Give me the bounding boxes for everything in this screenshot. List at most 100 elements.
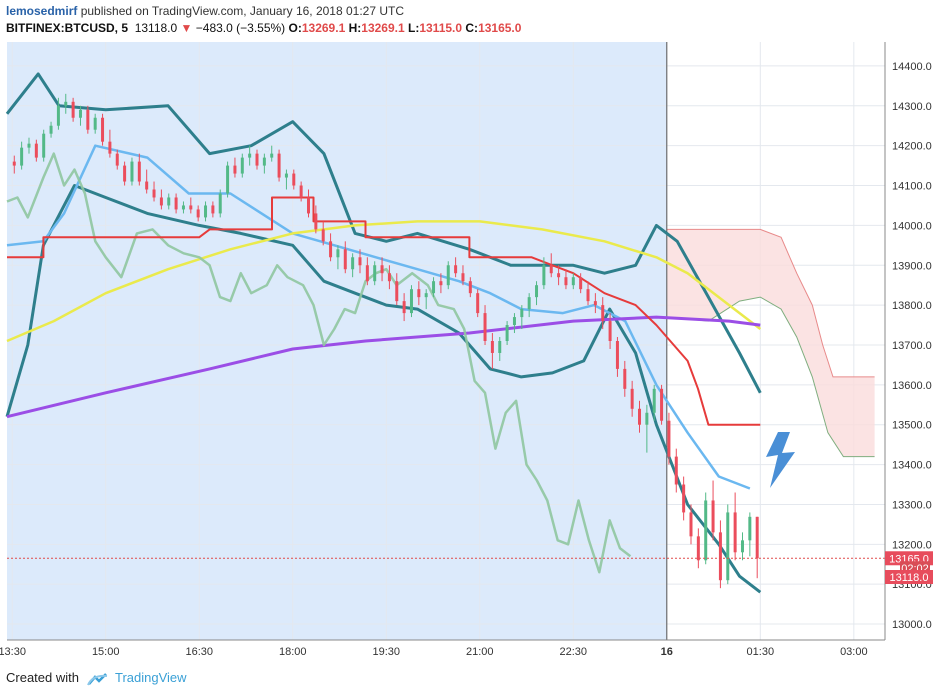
candle-body (476, 293, 480, 314)
candle-body (417, 289, 421, 298)
author-name[interactable]: lemosedmirf (6, 4, 78, 18)
candle-body (733, 512, 737, 553)
high-value: 13269.1 (361, 21, 405, 35)
candle-body (108, 141, 112, 154)
y-tick-label: 13000.0 (892, 619, 932, 631)
candle-body (520, 309, 524, 318)
symbol-label: BITFINEX:BTCUSD, 5 (6, 21, 129, 35)
candle-body (755, 516, 759, 559)
candle-body (93, 117, 97, 130)
candle-body (20, 147, 24, 166)
candle-body (652, 388, 656, 413)
candle-body (358, 257, 362, 266)
low-label: L: (408, 21, 420, 35)
candle-body (645, 412, 649, 425)
candle-body (468, 281, 472, 294)
y-tick-label: 13700.0 (892, 340, 932, 352)
indicator-line-1 (5, 184, 762, 594)
candle-body (454, 265, 458, 274)
candle-body (49, 125, 53, 134)
candle-body (718, 532, 722, 581)
candle-body (535, 285, 539, 298)
x-tick-label: 13:30 (0, 646, 26, 658)
candle-body (284, 173, 288, 178)
candle-body (593, 301, 597, 306)
y-tick-label: 14300.0 (892, 101, 932, 113)
candle-body (395, 281, 399, 302)
x-tick-label: 21:00 (466, 646, 494, 658)
close-label: C: (465, 21, 479, 35)
candle-body (211, 205, 215, 214)
x-tick-label: 01:30 (747, 646, 775, 658)
y-tick-label: 13300.0 (892, 499, 932, 511)
y-tick-label: 13400.0 (892, 460, 932, 472)
candle-body (586, 289, 590, 302)
candle-body (42, 133, 46, 158)
x-tick-label: 03:00 (840, 646, 868, 658)
candle-body (740, 540, 744, 553)
candle-body (689, 512, 693, 537)
candle-body (365, 265, 369, 282)
candle-body (101, 117, 105, 142)
published-text: published on TradingView.com, January 16… (77, 4, 405, 18)
y-tick-label: 13900.0 (892, 260, 932, 272)
price-label-box (885, 570, 933, 585)
candle-body (78, 109, 82, 118)
x-tick-label: 19:30 (372, 646, 400, 658)
candle-body (321, 229, 325, 242)
candle-body (299, 185, 303, 198)
candle-body (64, 101, 68, 106)
candle-body (527, 297, 531, 310)
y-tick-label: 13500.0 (892, 420, 932, 432)
candle-body (748, 516, 752, 541)
candle-body (549, 265, 553, 274)
candle-body (248, 153, 252, 158)
candle-body (696, 536, 700, 561)
candle-body (387, 273, 391, 282)
y-tick-label: 14400.0 (892, 61, 932, 73)
down-triangle-icon: ▼ (180, 21, 193, 35)
candle-body (373, 265, 377, 282)
candle-body (461, 273, 465, 282)
candle-body (27, 143, 31, 148)
tradingview-brand[interactable]: TradingView (114, 670, 187, 685)
candle-body (196, 209, 200, 218)
candle-body (623, 368, 627, 389)
x-tick-label: 16:30 (185, 646, 213, 658)
candle-body (726, 512, 730, 581)
candle-body (277, 153, 281, 178)
open-value: 13269.1 (301, 21, 346, 35)
candle-body (490, 341, 494, 353)
x-tick-label: 22:30 (560, 646, 588, 658)
y-tick-label: 14200.0 (892, 141, 932, 153)
candle-body (204, 205, 208, 218)
candle-body (123, 165, 127, 182)
indicator-line-3 (6, 220, 762, 343)
x-tick-label: 16 (661, 646, 673, 658)
candle-body (424, 293, 428, 298)
candle-body (682, 484, 686, 513)
candle-body (189, 205, 193, 210)
candle-body (615, 341, 619, 369)
candle-body (505, 325, 509, 341)
candle-body (152, 189, 156, 198)
candle-body (218, 193, 222, 214)
candle-body (336, 249, 340, 258)
open-label: O: (288, 21, 302, 35)
candle-body (270, 153, 274, 158)
candle-body (571, 277, 575, 286)
candle-body (711, 500, 715, 533)
candle-body (240, 157, 244, 174)
candle-body (174, 197, 178, 210)
publish-info: lemosedmirf published on TradingView.com… (6, 4, 404, 18)
candle-body (630, 388, 634, 409)
candle-body (674, 456, 678, 485)
y-tick-label: 13800.0 (892, 300, 932, 312)
candle-body (71, 101, 75, 118)
candle-body (159, 197, 163, 206)
candle-body (564, 277, 568, 286)
candle-body (12, 161, 16, 166)
cloud-area (666, 229, 875, 457)
candle-body (512, 317, 516, 326)
